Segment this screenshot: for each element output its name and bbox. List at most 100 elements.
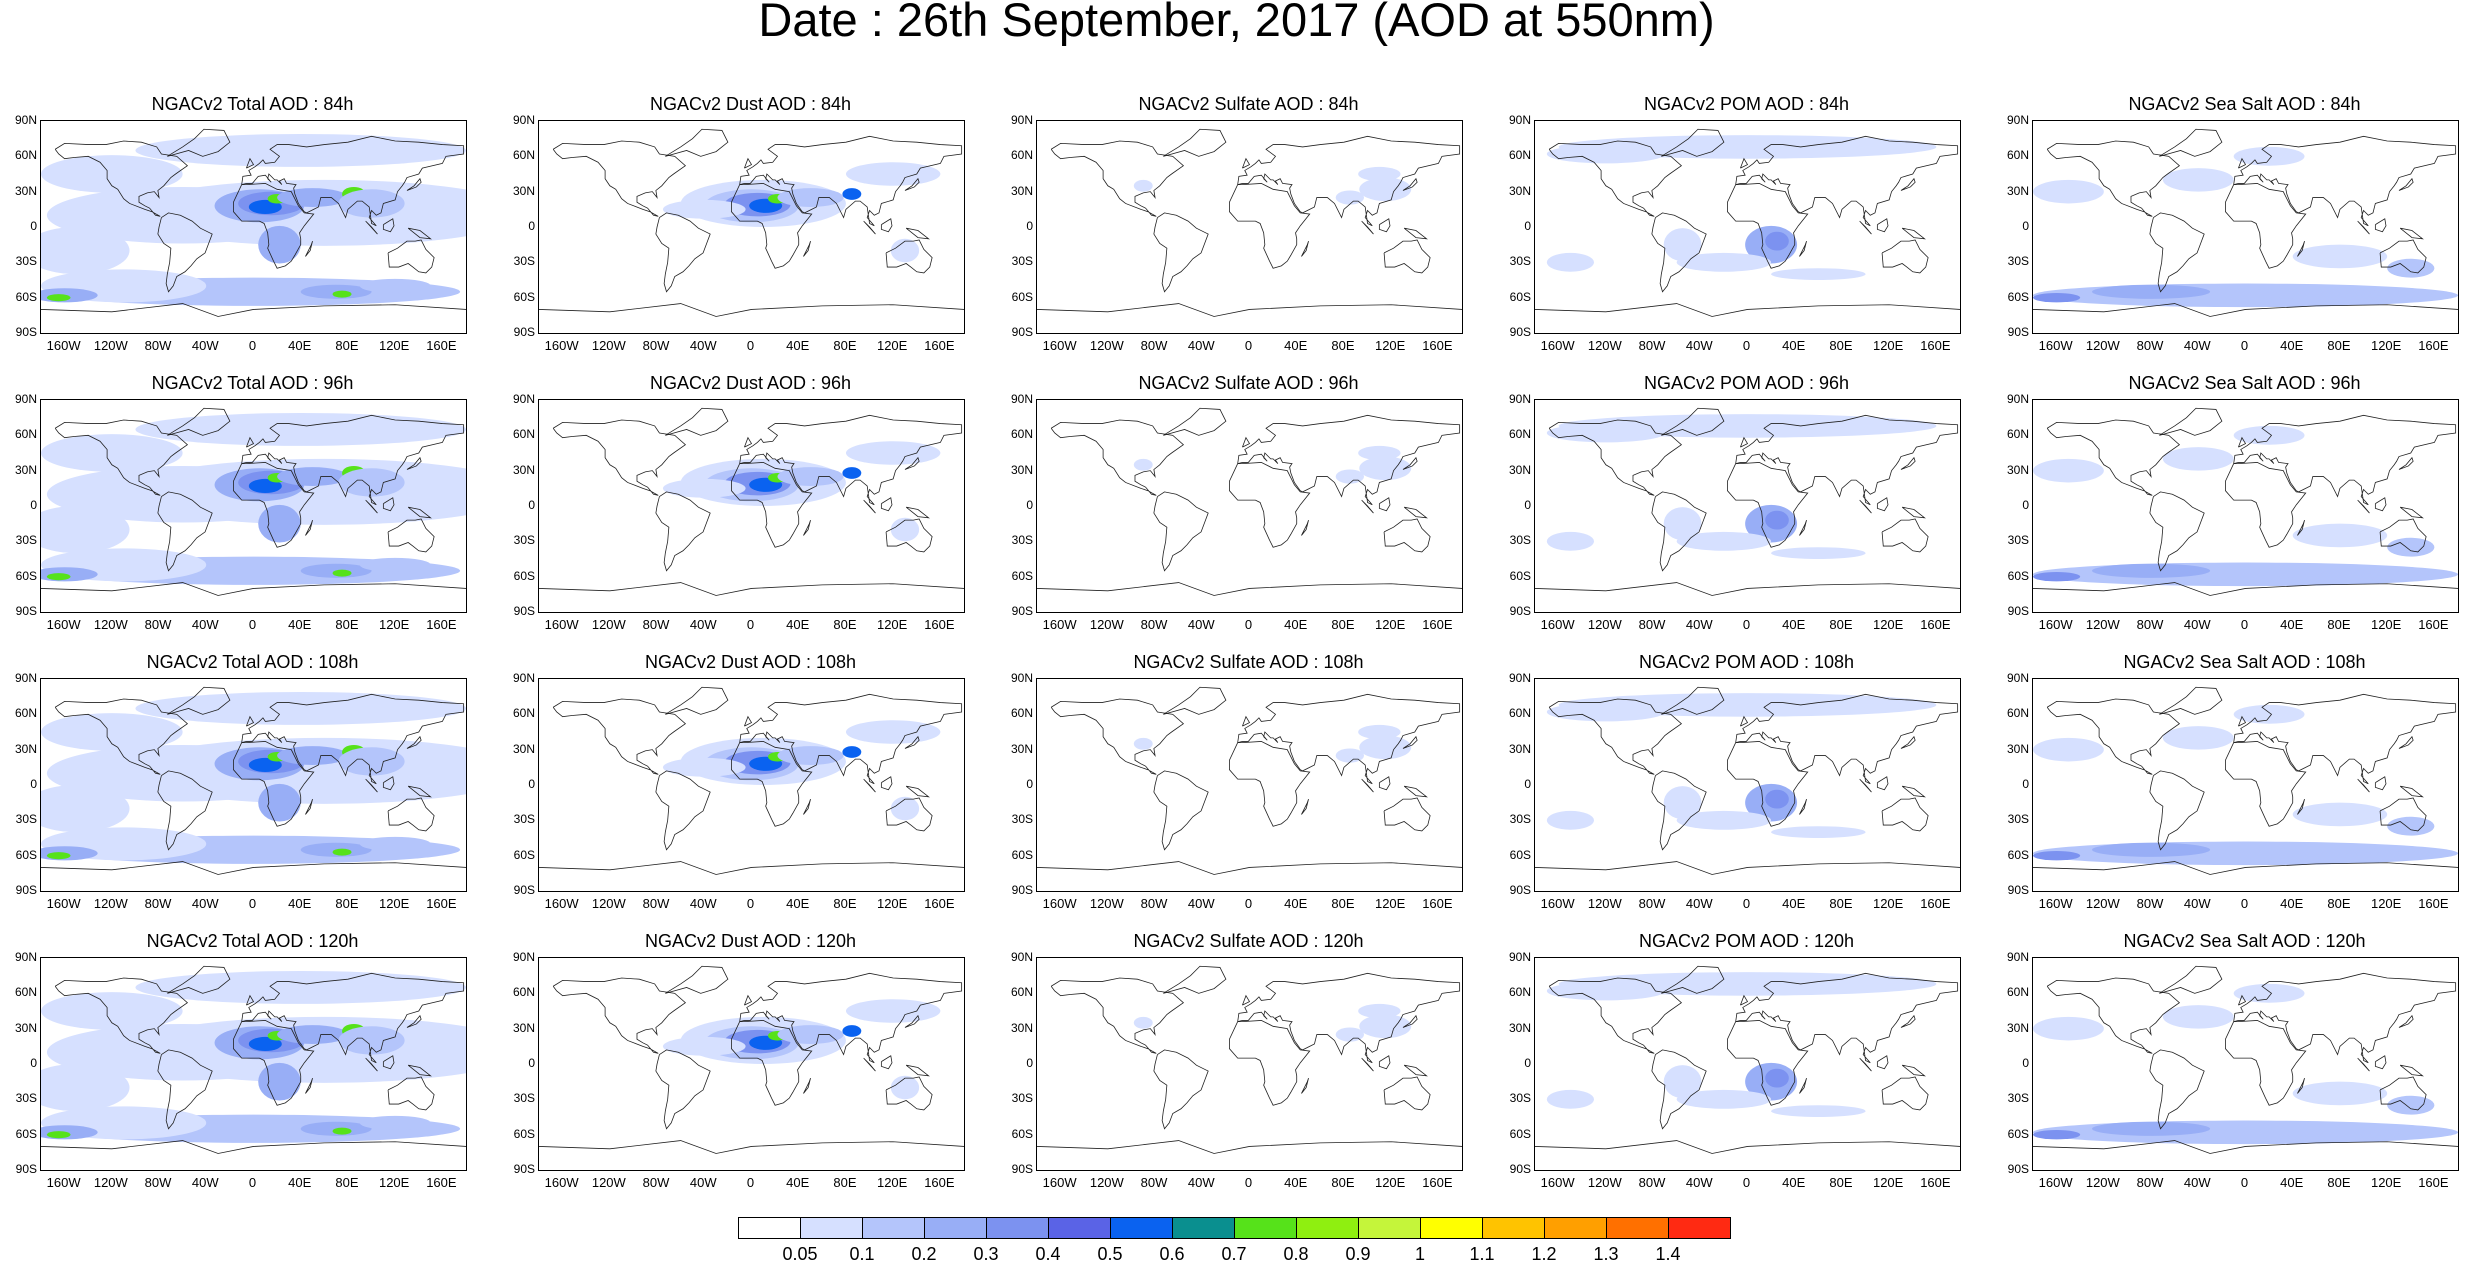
map-canvas — [539, 407, 964, 596]
coastline-1 — [2149, 770, 2205, 851]
lat-tick-label: 30N — [512, 183, 535, 198]
lon-tick-label: 160E — [924, 617, 955, 632]
coastline-12 — [1037, 861, 1462, 875]
lat-tick-label: 0 — [2022, 777, 2029, 791]
coastline-5 — [387, 239, 435, 274]
lat-tick-label: 0 — [1026, 498, 1033, 512]
coastline-8 — [1901, 227, 1926, 240]
lon-tick-label: 160E — [924, 1175, 955, 1190]
lon-tick-label: 80E — [833, 338, 857, 353]
lat-tick-label: 90S — [1011, 325, 1033, 339]
lon-tick-label: 80W — [1140, 617, 1168, 632]
map-area — [40, 120, 467, 334]
lon-tick-label: 80W — [1638, 617, 1666, 632]
coastline-5 — [2379, 797, 2427, 832]
lat-tick-label: 90N — [14, 671, 37, 685]
coastline-2 — [1661, 965, 1725, 994]
lat-tick-label: 90N — [512, 950, 535, 964]
aod-field-3 — [1133, 737, 1153, 750]
lat-tick-label: 90S — [513, 883, 535, 897]
lon-tick-label: 40E — [1284, 338, 1308, 353]
lat-tick-label: 30N — [1508, 462, 1531, 477]
aod-field-9 — [248, 1036, 282, 1052]
coastline-11 — [1740, 157, 1749, 169]
aod-field-3 — [1133, 1016, 1153, 1029]
lon-tick-label: 160E — [2418, 896, 2449, 911]
lon-tick-label: 80W — [1638, 1175, 1666, 1190]
aod-field-5 — [2033, 458, 2104, 483]
coastline-11 — [744, 436, 753, 448]
aod-field-19 — [359, 557, 431, 572]
aod-field-5 — [777, 1025, 844, 1044]
aod-field-6 — [842, 467, 862, 479]
coastline-6 — [365, 220, 378, 235]
map-area — [40, 678, 467, 892]
lon-tick-label: 160W — [2038, 896, 2073, 911]
map-canvas — [539, 128, 964, 317]
coastline-7 — [880, 218, 893, 233]
lon-tick-label: 40W — [1187, 896, 1215, 911]
aod-field-14 — [338, 1026, 405, 1055]
coastline-9 — [305, 520, 313, 536]
lat-tick-label: 30N — [14, 741, 37, 756]
lon-tick-label: 40E — [288, 1175, 312, 1190]
lat-tick-label: 30N — [1508, 183, 1531, 198]
coastline-2 — [1163, 407, 1227, 436]
aod-field-4 — [1663, 786, 1702, 820]
aod-field-13 — [258, 225, 301, 264]
lon-tick-label: 80E — [1829, 338, 1853, 353]
coastline-7 — [1378, 1055, 1391, 1070]
lon-tick-label: 40E — [288, 896, 312, 911]
lat-tick-label: 60N — [512, 706, 535, 721]
coastline-12 — [2033, 303, 2458, 317]
lat-tick-label: 60N — [2006, 148, 2029, 163]
coastline-5 — [2379, 239, 2427, 274]
coastline-0 — [1050, 419, 1185, 496]
coastline-6 — [1361, 220, 1374, 235]
map-area — [40, 399, 467, 613]
aod-field-5 — [1676, 531, 1772, 551]
lat-tick-label: 30N — [1508, 741, 1531, 756]
aod-field-3 — [2033, 850, 2081, 861]
lat-tick-label: 90S — [15, 883, 37, 897]
aod-field-3 — [1765, 1068, 1789, 1088]
coastline-1 — [2149, 1049, 2205, 1130]
map-canvas — [41, 965, 466, 1154]
coastline-8 — [1901, 506, 1926, 519]
lat-tick-label: 30N — [1010, 741, 1033, 756]
aod-field-3 — [2033, 1129, 2081, 1140]
coastline-10 — [1402, 456, 1418, 470]
panel-title: NGACv2 Sulfate AOD : 120h — [1133, 931, 1364, 951]
lat-tick-label: 60N — [1508, 427, 1531, 442]
coastline-9 — [803, 799, 811, 815]
lat-tick-label: 90N — [512, 392, 535, 406]
coastline-2 — [1163, 686, 1227, 715]
lon-tick-label: 160E — [924, 896, 955, 911]
lon-tick-label: 120W — [2085, 338, 2120, 353]
aod-field-6 — [2387, 537, 2435, 557]
coastline-4 — [1735, 693, 1959, 785]
aod-field-4 — [135, 970, 466, 1004]
lon-tick-label: 40W — [191, 338, 219, 353]
map-area — [2032, 120, 2459, 334]
coastline-5 — [2379, 1076, 2427, 1111]
lon-tick-label: 120E — [1374, 617, 1406, 632]
coastline-8 — [407, 1064, 432, 1077]
coastline-8 — [1403, 227, 1428, 240]
coastline-9 — [2297, 1078, 2305, 1094]
aod-field-1 — [1546, 423, 1665, 443]
lat-tick-label: 90S — [1509, 604, 1531, 618]
coastline-9 — [803, 520, 811, 536]
map-area — [1534, 957, 1961, 1171]
lon-tick-label: 160W — [544, 1175, 579, 1190]
lon-tick-label: 160W — [544, 617, 579, 632]
lat-tick-label: 30S — [513, 533, 535, 548]
map-area — [538, 120, 965, 334]
lat-tick-label: 90S — [513, 325, 535, 339]
lon-tick-label: 120E — [2370, 1175, 2402, 1190]
lon-tick-label: 80W — [1140, 338, 1168, 353]
coastline-3 — [2225, 1020, 2307, 1106]
aod-field-7 — [845, 720, 941, 744]
coastline-5 — [1383, 1076, 1431, 1111]
lon-tick-label: 40W — [689, 896, 717, 911]
